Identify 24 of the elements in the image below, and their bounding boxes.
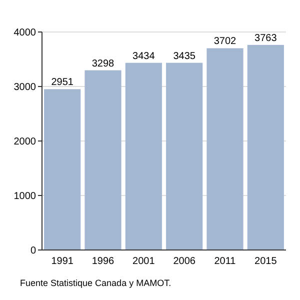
bar xyxy=(206,48,244,250)
data-label: 3702 xyxy=(214,36,237,48)
x-tick-label: 2001 xyxy=(132,256,156,267)
y-tick-label: 1000 xyxy=(14,191,36,202)
x-tick-label: 2011 xyxy=(214,256,236,267)
y-tick-label: 4000 xyxy=(14,28,36,38)
source-note: Fuente Statistique Canada y MAMOT. xyxy=(20,278,172,288)
bar xyxy=(166,62,203,250)
bar xyxy=(125,62,162,250)
x-tick-label: 2006 xyxy=(173,256,196,267)
bar xyxy=(247,44,284,250)
bar xyxy=(84,70,122,250)
x-tick-label: 1996 xyxy=(92,256,115,267)
data-label: 3298 xyxy=(92,58,115,70)
data-label: 3435 xyxy=(173,50,196,62)
x-tick-label: 2015 xyxy=(254,256,278,267)
data-label: 3763 xyxy=(254,32,278,44)
data-label: 3434 xyxy=(132,50,156,62)
y-tick-label: 3000 xyxy=(14,82,36,93)
x-tick-label: 1991 xyxy=(51,256,74,267)
data-label: 2951 xyxy=(51,77,74,88)
bar xyxy=(44,89,81,250)
y-tick-label: 0 xyxy=(30,246,36,256)
y-tick-label: 2000 xyxy=(14,136,36,148)
